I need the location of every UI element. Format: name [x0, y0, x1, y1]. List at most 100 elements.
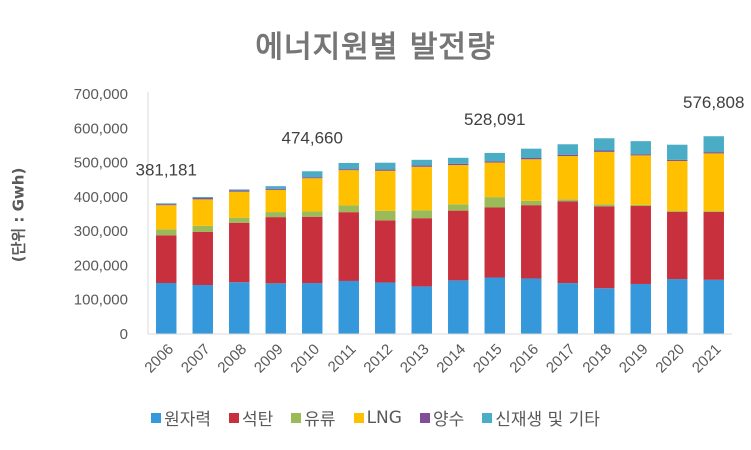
bar-segment-2020-3 [667, 160, 688, 211]
bar-segment-2010-5 [302, 171, 323, 178]
x-tick-label: 2018 [579, 341, 615, 377]
bar-segment-2017-5 [557, 144, 578, 155]
bar-segment-2009-2 [265, 212, 286, 218]
bar-segment-2013-3 [411, 166, 432, 211]
y-tick-label: 300,000 [74, 223, 128, 240]
legend-swatch [291, 412, 302, 423]
y-tick-label: 400,000 [74, 189, 128, 206]
bar-segment-2007-4 [192, 198, 213, 200]
legend-swatch [151, 412, 162, 423]
bar-segment-2015-5 [484, 152, 505, 162]
bar-segment-2006-0 [156, 283, 177, 334]
bar-segment-2017-1 [557, 201, 578, 284]
bar-segment-2020-4 [667, 159, 688, 161]
bar-segment-2021-4 [703, 152, 724, 154]
bar-segment-2008-0 [229, 282, 250, 334]
bar-segment-2006-3 [156, 205, 177, 230]
bar-stack-2017 [557, 144, 578, 334]
bar-segment-2014-1 [448, 210, 469, 281]
x-tick-label: 2009 [251, 341, 287, 377]
chart-title: 에너지원별 발전량 [255, 30, 496, 65]
y-tick-label: 500,000 [74, 155, 128, 172]
bar-stack-2021 [703, 136, 724, 334]
x-tick-label: 2008 [214, 341, 250, 377]
legend-swatch [482, 412, 493, 423]
bar-stack-2018 [594, 138, 615, 334]
bar-segment-2013-2 [411, 210, 432, 219]
bar-segment-2017-0 [557, 283, 578, 334]
x-tick-label: 2006 [141, 341, 177, 377]
total-labels: 381,181 474,660 528,091 576,808 [136, 93, 745, 179]
bar-segment-2010-3 [302, 178, 323, 212]
bar-segment-2011-3 [338, 170, 359, 206]
bar-segment-2010-1 [302, 216, 323, 284]
bar-stack-2007 [192, 196, 213, 334]
bar-segment-2008-2 [229, 217, 250, 223]
bar-segment-2020-5 [667, 144, 688, 160]
bar-segment-2012-4 [375, 169, 396, 171]
x-tick-label: 2015 [470, 341, 506, 377]
bar-segment-2019-4 [630, 154, 651, 156]
bar-segment-2016-0 [521, 278, 542, 334]
bar-segment-2020-0 [667, 279, 688, 334]
bar-segment-2017-2 [557, 199, 578, 202]
bar-segment-2007-0 [192, 284, 213, 334]
bar-segment-2010-0 [302, 283, 323, 334]
bar-segment-2018-5 [594, 138, 615, 151]
bar-segment-2007-3 [192, 199, 213, 226]
bar-segment-2021-0 [703, 279, 724, 334]
legend-item: 유류 [291, 405, 336, 430]
bars [156, 136, 724, 334]
x-tick-label: 2019 [616, 341, 652, 377]
bar-segment-2012-0 [375, 282, 396, 334]
bar-segment-2021-3 [703, 153, 724, 212]
bar-stack-2015 [484, 152, 505, 334]
y-tick-label: 600,000 [74, 120, 128, 137]
bar-segment-2011-1 [338, 212, 359, 281]
bar-stack-2016 [521, 148, 542, 334]
bar-segment-2019-1 [630, 206, 651, 284]
y-tick-label: 200,000 [74, 257, 128, 274]
bar-stack-2011 [338, 162, 359, 334]
bar-segment-2012-2 [375, 210, 396, 221]
bar-segment-2011-0 [338, 280, 359, 334]
bar-segment-2008-5 [229, 189, 250, 191]
bar-segment-2009-3 [265, 189, 286, 213]
bar-stack-2019 [630, 141, 651, 334]
x-tick-label: 2021 [689, 341, 725, 377]
y-axis-ticks: 0 100,000 200,000 300,000 400,000 500,000 600,… [74, 86, 128, 343]
bar-segment-2009-4 [265, 188, 286, 190]
bar-stack-2010 [302, 171, 323, 334]
y-tick-label: 100,000 [74, 292, 128, 309]
bar-segment-2017-3 [557, 156, 578, 200]
legend-label: 원자력 [164, 410, 212, 430]
x-tick-label: 2016 [506, 341, 542, 377]
bar-segment-2016-5 [521, 148, 542, 158]
bar-segment-2021-1 [703, 211, 724, 280]
bar-segment-2006-1 [156, 235, 177, 284]
y-tick-label: 700,000 [74, 86, 128, 103]
x-tick-label: 2011 [325, 341, 360, 376]
legend-item: 신재생 및 기타 [482, 405, 600, 430]
legend-item: 석탄 [229, 405, 273, 430]
bar-segment-2018-1 [594, 206, 615, 289]
bar-segment-2014-0 [448, 280, 469, 334]
bar-stack-2013 [411, 159, 432, 334]
bar-segment-2011-5 [338, 162, 359, 170]
total-label-2021: 576,808 [683, 93, 744, 112]
x-tick-label: 2013 [397, 341, 433, 377]
bar-segment-2006-5 [156, 203, 177, 205]
bar-segment-2009-0 [265, 283, 286, 334]
bar-stack-2020 [667, 144, 688, 334]
bar-segment-2014-5 [448, 157, 469, 164]
bar-segment-2014-4 [448, 163, 469, 166]
bar-segment-2018-3 [594, 151, 615, 205]
legend-swatch [229, 412, 240, 423]
legend-item: LNG [353, 405, 402, 430]
bar-segment-2006-2 [156, 229, 177, 236]
bar-segment-2019-3 [630, 155, 651, 205]
bar-segment-2013-4 [411, 165, 432, 167]
bar-segment-2021-2 [703, 211, 724, 212]
legend-swatch [419, 412, 430, 423]
bar-segment-2019-0 [630, 283, 651, 334]
